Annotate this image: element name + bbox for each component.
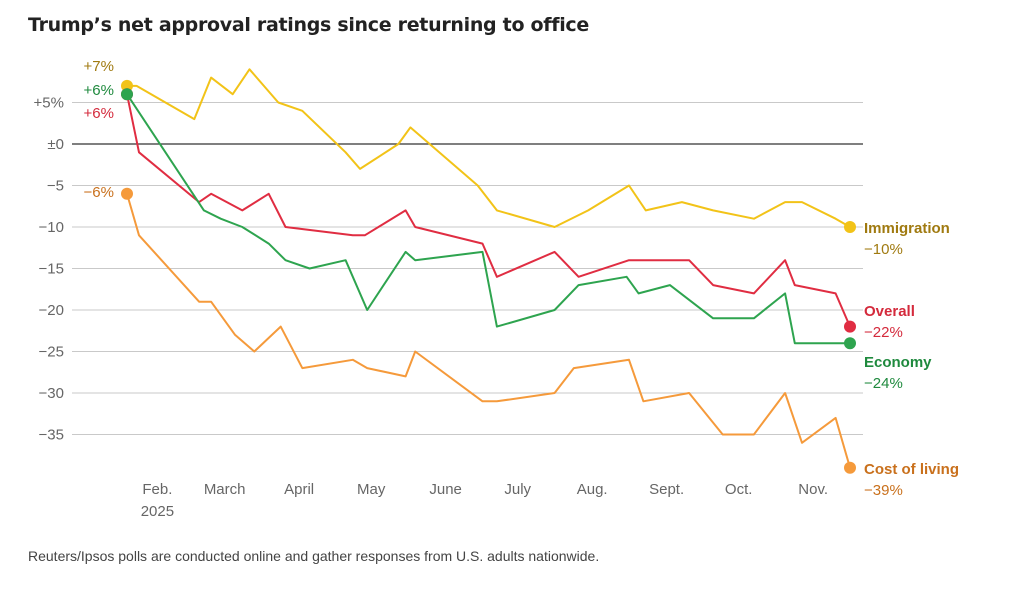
x-tick-label: April	[284, 481, 314, 498]
y-tick-label: −10	[39, 219, 64, 236]
y-tick-label: −35	[39, 427, 64, 444]
x-tick-label: Nov.	[798, 481, 828, 498]
start-label-immigration: +7%	[84, 58, 114, 75]
x-tick-label: May	[357, 481, 386, 498]
end-label-immigration: −10%	[864, 241, 903, 258]
source-note: Reuters/Ipsos polls are conducted online…	[28, 548, 600, 564]
y-tick-label: −30	[39, 385, 64, 402]
series-line-economy	[126, 93, 850, 345]
x-tick-label: March	[204, 481, 246, 498]
x-tick-label: Feb.	[142, 481, 172, 498]
end-label-economy: −24%	[864, 375, 903, 392]
y-tick-label: −20	[39, 302, 64, 319]
series-line-cost-of-living	[126, 193, 851, 468]
end-label-overall: −22%	[864, 324, 903, 341]
y-tick-label: −25	[39, 344, 64, 361]
start-point-economy	[121, 88, 133, 101]
y-tick-label: −5	[47, 178, 64, 195]
end-point-overall	[844, 320, 856, 333]
series-name-immigration: Immigration	[864, 220, 950, 237]
end-point-cost-of-living	[844, 461, 856, 474]
x-tick-label: Aug.	[577, 481, 608, 498]
y-tick-label: ±0	[47, 136, 64, 153]
end-label-cost-of-living: −39%	[864, 482, 903, 499]
y-tick-label: +5%	[34, 95, 64, 112]
end-point-economy	[844, 337, 856, 350]
net-approval-line-chart: +5% ±0 −5 −10 −15 −20 −25 −30 −35 Feb. 2025 March Ap…	[34, 58, 959, 520]
start-point-immigration	[121, 79, 133, 92]
start-label-cost-of-living: −6%	[84, 184, 114, 201]
chart-title: Trump’s net approval ratings since retur…	[28, 14, 589, 36]
series-name-economy: Economy	[864, 354, 932, 371]
y-tick-label: −15	[39, 261, 64, 278]
series-name-overall: Overall	[864, 303, 915, 320]
x-tick-label: Oct.	[725, 481, 753, 498]
x-tick-label: June	[429, 481, 462, 498]
start-label-overall: +6%	[84, 105, 114, 122]
x-tick-sublabel: 2025	[141, 503, 174, 520]
x-tick-label: July	[504, 481, 531, 498]
start-label-economy: +6%	[84, 82, 114, 99]
end-point-immigration	[844, 221, 856, 233]
start-point-cost-of-living	[121, 187, 133, 200]
series-line-overall	[126, 93, 851, 327]
series-name-cost-of-living: Cost of living	[864, 461, 959, 478]
x-tick-label: Sept.	[649, 481, 684, 498]
series-line-immigration	[127, 68, 851, 228]
